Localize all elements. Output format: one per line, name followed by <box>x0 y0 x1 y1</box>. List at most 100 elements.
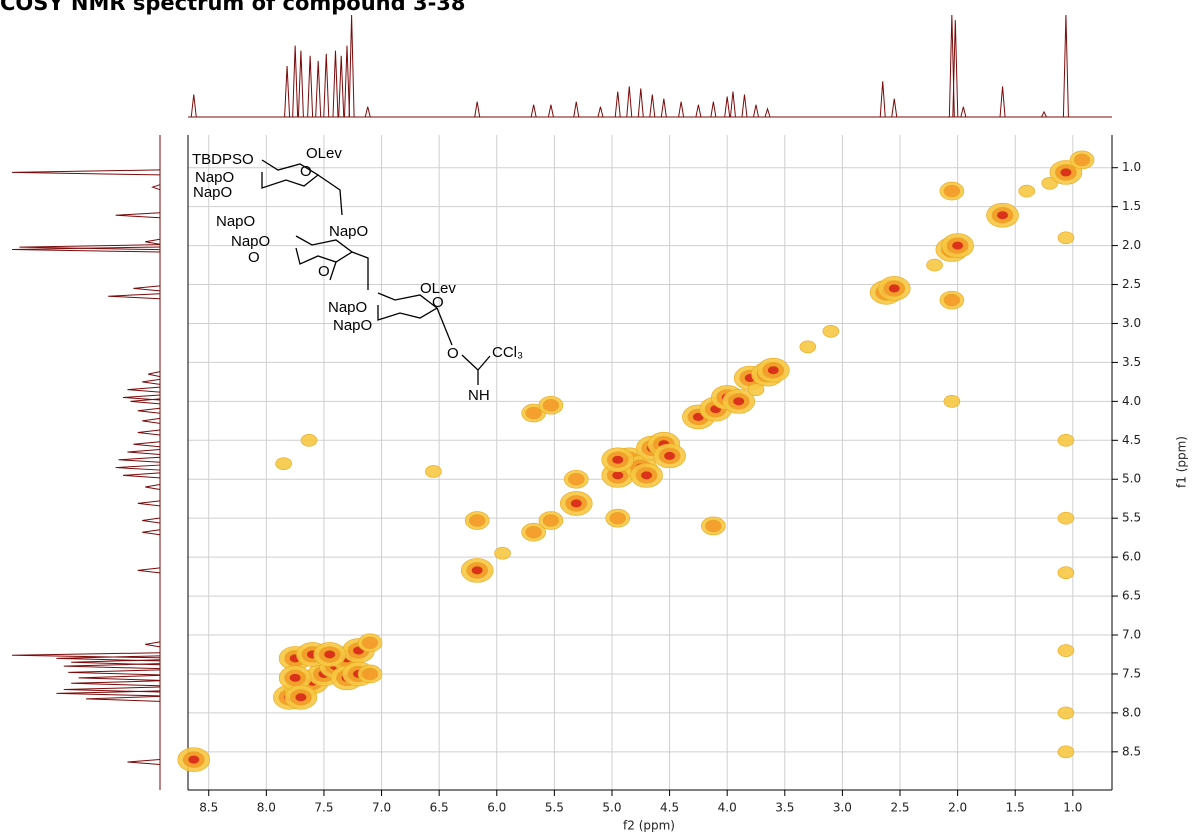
left-peak <box>148 371 161 378</box>
cross-peak <box>294 692 307 702</box>
top-peak <box>753 104 759 118</box>
top-peak <box>678 101 685 118</box>
left-peak <box>85 695 161 702</box>
top-peak <box>960 106 967 118</box>
cross-peak <box>705 519 722 533</box>
cross-peak <box>767 365 780 375</box>
structure-label: NapO <box>216 213 255 230</box>
top-peak <box>741 94 748 118</box>
top-peak <box>364 106 371 118</box>
x-tick-label: 1.0 <box>1063 801 1082 815</box>
left-peak <box>145 641 161 648</box>
structure-label: O <box>447 345 459 362</box>
x-tick-label: 6.0 <box>487 801 506 815</box>
top-peak <box>338 55 345 118</box>
top-peak <box>999 86 1006 118</box>
cross-peak <box>1057 706 1075 720</box>
y-tick-label: 1.0 <box>1122 160 1141 174</box>
structure-label: NH <box>468 387 490 404</box>
structure-label: CCl₃ <box>492 344 523 361</box>
structure-label: OLev <box>420 280 456 297</box>
left-peak <box>78 674 161 681</box>
cross-peak <box>542 514 560 527</box>
top-peak <box>297 50 304 118</box>
cross-peak <box>747 383 765 396</box>
y-tick-label: 8.5 <box>1122 744 1141 758</box>
top-peak <box>891 98 898 118</box>
left-peak <box>19 244 161 251</box>
x-tick-label: 8.5 <box>199 801 218 815</box>
left-peak <box>122 472 161 479</box>
cross-peak <box>888 283 901 294</box>
y-tick-label: 5.5 <box>1122 511 1141 525</box>
y-tick-label: 5.0 <box>1122 472 1141 486</box>
left-peak <box>145 238 161 245</box>
left-peak <box>127 758 161 765</box>
cross-peak <box>1057 644 1075 657</box>
cross-peak <box>361 636 379 650</box>
cross-peak <box>1057 566 1075 580</box>
x-tick-label: 4.5 <box>660 801 679 815</box>
cross-peak <box>926 258 943 272</box>
x-tick-label: 1.5 <box>1006 801 1025 815</box>
left-peak <box>137 500 161 507</box>
top-peak <box>597 106 604 118</box>
left-peak <box>68 669 161 676</box>
y-tick-label: 4.5 <box>1122 433 1141 447</box>
left-peak <box>11 169 161 176</box>
left-peak <box>142 378 161 385</box>
top-peak <box>323 53 330 118</box>
x-tick-label: 4.0 <box>718 801 737 815</box>
left-peak <box>133 285 161 292</box>
x-tick-label: 8.0 <box>257 801 276 815</box>
cross-peak <box>275 457 292 470</box>
structure-label: TBDPSO <box>192 151 254 168</box>
structure-label: O <box>300 163 312 180</box>
ring <box>377 292 439 321</box>
bond <box>317 174 343 216</box>
left-peak <box>11 246 161 253</box>
cross-peak <box>1059 167 1072 178</box>
left-peak <box>71 680 161 687</box>
y-tick-label: 4.0 <box>1122 394 1141 408</box>
top-peak <box>292 45 299 118</box>
left-peak <box>145 484 161 491</box>
cross-peak <box>187 755 200 765</box>
y-tick-label: 7.0 <box>1122 628 1141 642</box>
left-peak <box>133 441 161 448</box>
cross-peak <box>289 673 302 683</box>
top-peak <box>573 101 580 118</box>
top-peak <box>190 94 197 118</box>
cross-peak <box>611 455 624 465</box>
y-tick-label: 7.5 <box>1122 666 1141 680</box>
cross-peak <box>300 434 318 447</box>
y-tick-label: 2.0 <box>1122 238 1141 252</box>
structure-label: NapO <box>333 317 372 334</box>
cross-peak <box>611 470 624 480</box>
structure-label: NapO <box>195 169 234 186</box>
left-peak <box>142 517 161 524</box>
cross-peak <box>361 667 379 681</box>
structure-label: NapO <box>328 299 367 316</box>
left-peak <box>127 386 161 393</box>
cross-peak <box>943 293 961 307</box>
structure-label: NapO <box>193 184 232 201</box>
cross-peak <box>323 649 336 660</box>
x-tick-label: 7.0 <box>372 801 391 815</box>
cross-peak <box>1057 231 1075 245</box>
cross-peak <box>663 451 676 461</box>
y-tick-label: 6.0 <box>1122 550 1141 564</box>
cross-peak <box>943 184 961 198</box>
top-peak <box>1062 14 1069 118</box>
structure-label: OLev <box>306 145 342 162</box>
top-peak <box>729 91 736 118</box>
top-peak <box>348 14 355 118</box>
top-peak <box>879 81 886 118</box>
left-peak <box>115 464 161 471</box>
left-peak <box>115 212 161 219</box>
top-peak <box>649 94 656 118</box>
x-axis-label: f2 (ppm) <box>623 819 675 833</box>
top-peak <box>614 91 621 118</box>
ring <box>261 159 320 189</box>
structure-label: O <box>318 263 330 280</box>
